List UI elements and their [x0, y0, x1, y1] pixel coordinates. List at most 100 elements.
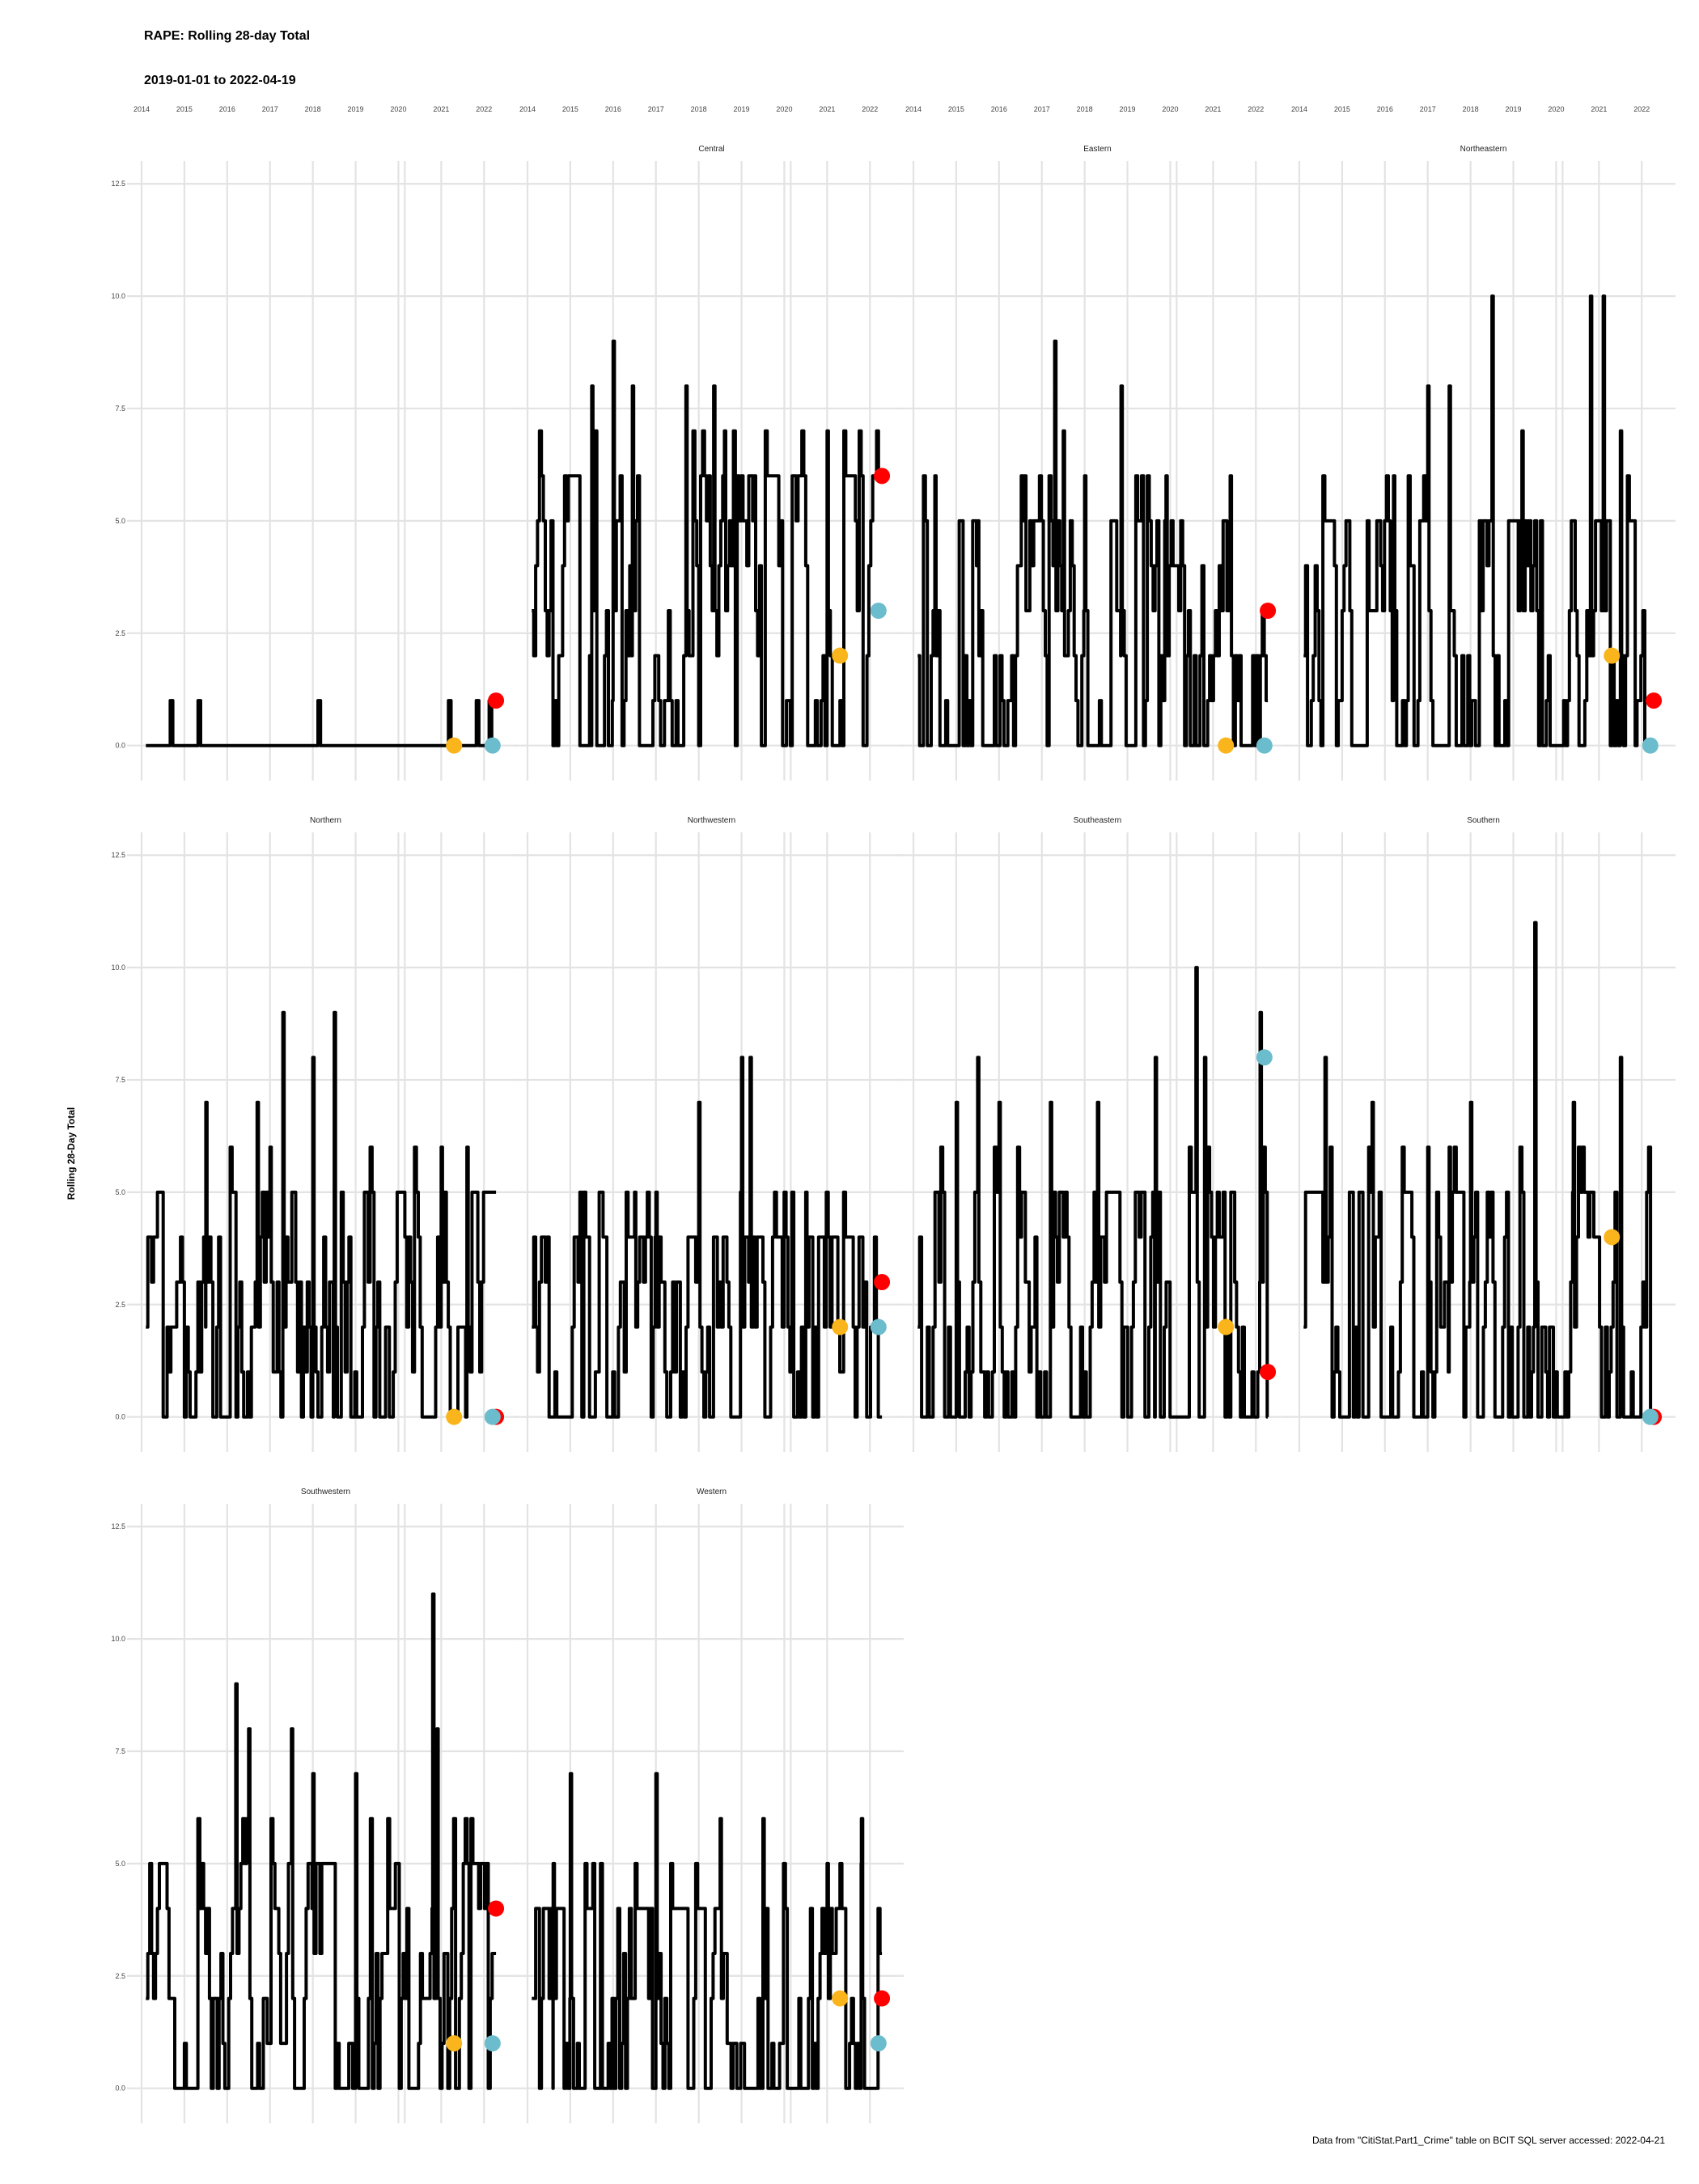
y-tick-label: 2.5	[115, 629, 125, 637]
x-tick-label: 2021	[433, 105, 449, 113]
series-line	[1303, 921, 1655, 1419]
facet-strip-label: Western	[697, 1488, 727, 1496]
x-tick-label: 2015	[1334, 105, 1350, 113]
data-source-caption: Data from "CitiStat.Part1_Crime" table o…	[1311, 2135, 1665, 2146]
facet-panel: Southern	[1285, 816, 1676, 1452]
y-tick-label: 7.5	[115, 1747, 125, 1755]
x-tick-label: 2022	[862, 105, 878, 113]
x-tick-label: 2021	[819, 105, 835, 113]
y-tick-label: 5.0	[115, 1188, 125, 1196]
chart-title: RAPE: Rolling 28-day Total	[144, 29, 311, 43]
x-tick-label: 2017	[1420, 105, 1436, 113]
x-tick-label: 2016	[219, 105, 235, 113]
x-tick-label: 2022	[476, 105, 492, 113]
x-tick-label: 2021	[1591, 105, 1607, 113]
series-line	[532, 339, 883, 747]
red-marker	[874, 1274, 891, 1290]
series-line	[917, 966, 1269, 1419]
y-tick-label: 5.0	[115, 1860, 125, 1868]
series-line	[146, 699, 497, 747]
orange-marker	[446, 1408, 463, 1425]
x-tick-label: 2022	[1248, 105, 1264, 113]
facet-panel: Central	[513, 145, 904, 781]
x-tick-label: 2016	[991, 105, 1007, 113]
orange-marker	[1218, 1318, 1235, 1335]
facet-panel: Western	[513, 1488, 904, 2123]
x-tick-label: 2022	[1633, 105, 1650, 113]
red-marker	[1260, 603, 1277, 619]
facet-strip-label: Northwestern	[688, 816, 735, 825]
facet-panel: Northwestern	[513, 816, 904, 1452]
orange-marker	[1218, 737, 1235, 754]
facet-panel: Southwestern 0.0 2.5 5.0 7.5 10.0 12.5	[111, 1488, 518, 2123]
y-tick-label: 10.0	[111, 963, 125, 971]
blue-marker	[1642, 1408, 1659, 1425]
red-marker	[1646, 692, 1663, 709]
orange-marker	[1604, 1229, 1621, 1246]
x-tick-label: 2015	[948, 105, 964, 113]
x-tick-label: 2017	[1034, 105, 1050, 113]
x-tick-label: 2017	[262, 105, 278, 113]
y-tick-label: 0.0	[115, 742, 125, 750]
facet-panel: Northern 0.0 2.5 5.0 7.5 10.0 12.5	[111, 816, 518, 1452]
red-marker	[488, 1900, 505, 1917]
y-tick-label: 12.5	[111, 1522, 125, 1530]
x-tick-label: 2017	[648, 105, 664, 113]
blue-marker	[484, 1408, 501, 1425]
y-tick-label: 5.0	[115, 517, 125, 525]
x-tick-label: 2018	[1077, 105, 1093, 113]
facet-strip-label: Northern	[310, 816, 341, 825]
y-tick-label: 2.5	[115, 1972, 125, 1980]
blue-marker	[484, 737, 501, 754]
x-tick-label: 2019	[1506, 105, 1522, 113]
y-tick-label: 0.0	[115, 2085, 125, 2093]
facet-strip-label: Southwestern	[301, 1488, 350, 1496]
orange-marker	[446, 737, 463, 754]
chart-subtitle: 2019-01-01 to 2022-04-19	[144, 74, 296, 87]
x-tick-label: 2018	[691, 105, 707, 113]
facet-strip-label: Central	[698, 145, 724, 154]
orange-marker	[832, 1990, 849, 2007]
x-tick-label: 2014	[1291, 105, 1307, 113]
orange-marker	[832, 647, 849, 664]
series-line	[1303, 294, 1655, 747]
blue-marker	[870, 1318, 887, 1335]
red-marker	[1260, 1364, 1277, 1381]
x-tick-label: 2020	[390, 105, 406, 113]
orange-marker	[1604, 647, 1621, 664]
x-tick-label: 2014	[905, 105, 922, 113]
x-tick-label: 2018	[1463, 105, 1479, 113]
y-tick-label: 7.5	[115, 404, 125, 413]
blue-marker	[1642, 737, 1659, 754]
series-line	[917, 339, 1269, 747]
facet-strip-label: Southeastern	[1074, 816, 1122, 825]
facet-panel: Northeastern	[1285, 145, 1676, 781]
red-marker	[874, 1990, 891, 2007]
x-tick-label: 2015	[176, 105, 193, 113]
x-tick-label: 2014	[519, 105, 536, 113]
blue-marker	[484, 2035, 501, 2052]
series-line	[146, 1010, 497, 1419]
x-tick-label: 2021	[1205, 105, 1221, 113]
blue-marker	[1256, 1049, 1273, 1066]
red-marker	[874, 468, 891, 485]
blue-marker	[870, 2035, 887, 2052]
x-tick-label: 2019	[348, 105, 364, 113]
x-tick-label: 2019	[1120, 105, 1136, 113]
x-tick-label: 2016	[1377, 105, 1393, 113]
x-tick-label: 2020	[1548, 105, 1564, 113]
facet-strip-label: Eastern	[1083, 145, 1111, 154]
series-line	[146, 1592, 497, 2090]
x-tick-label: 2015	[562, 105, 578, 113]
facet-panel: Southeastern	[899, 816, 1290, 1452]
x-tick-label: 2018	[305, 105, 321, 113]
y-tick-label: 12.5	[111, 851, 125, 859]
y-tick-label: 2.5	[115, 1301, 125, 1309]
y-tick-label: 10.0	[111, 1635, 125, 1643]
x-tick-label: 2014	[133, 105, 150, 113]
x-tick-label: 2020	[1162, 105, 1178, 113]
facet-panel: Eastern	[899, 145, 1290, 781]
x-tick-label: 2020	[776, 105, 792, 113]
facet-strip-label: Northeastern	[1460, 145, 1507, 154]
